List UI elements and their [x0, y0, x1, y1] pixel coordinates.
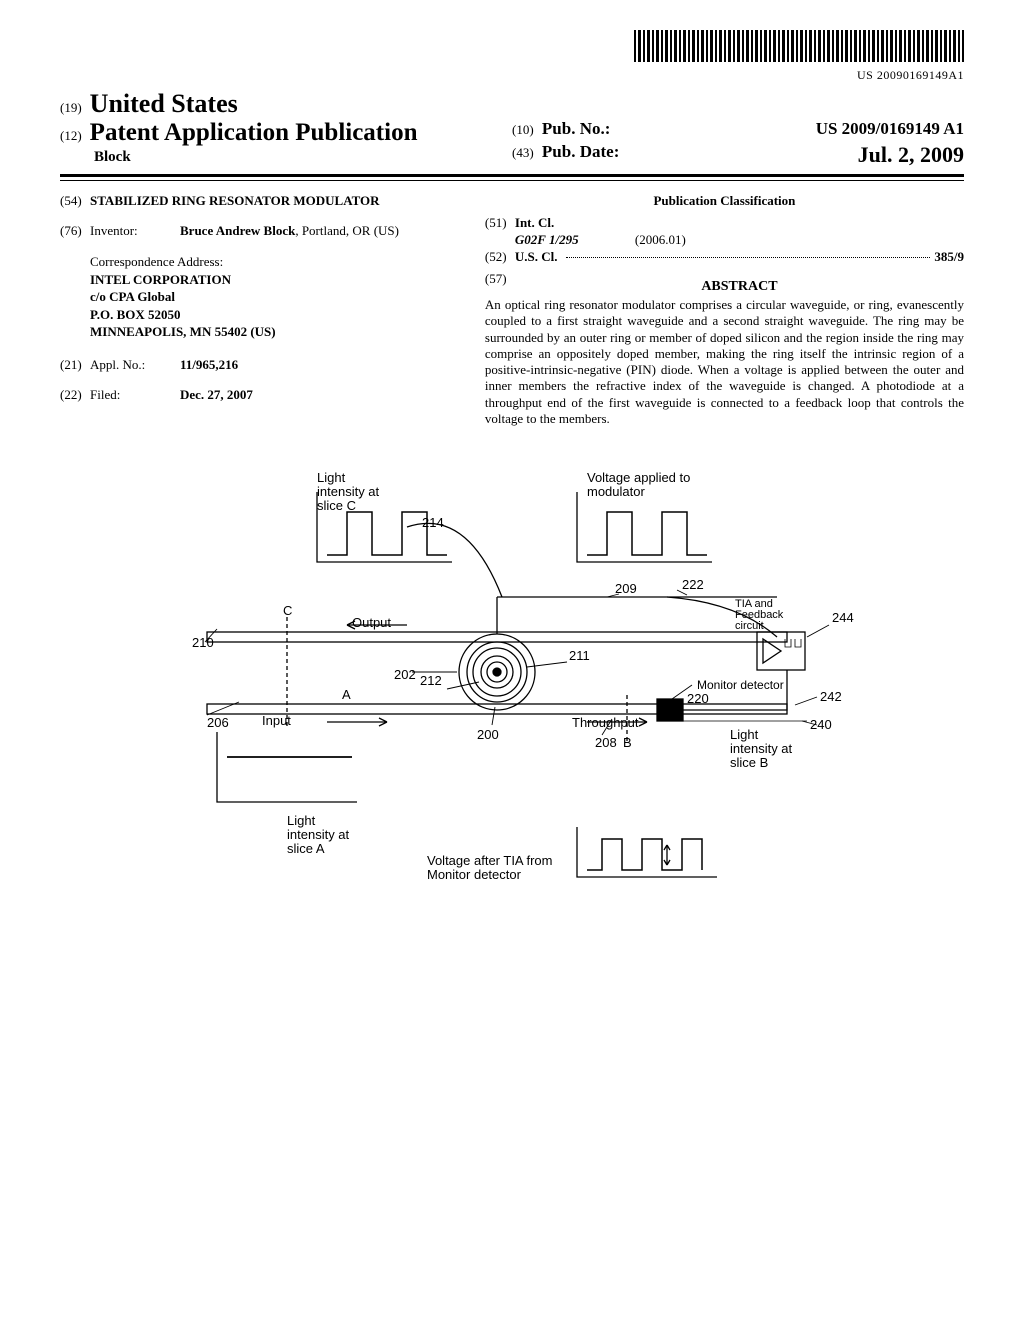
barcode-number: US 20090169149A1 — [60, 68, 964, 83]
refnum-214: 214 — [422, 515, 444, 530]
refnum-240: 240 — [810, 717, 832, 732]
intcl-label: Int. Cl. — [515, 215, 570, 231]
title-row: (54) STABILIZED RING RESONATOR MODULATOR — [60, 193, 449, 209]
appl-row: (21) Appl. No.: 11/965,216 — [60, 357, 449, 373]
uscl-val: 385/9 — [934, 249, 964, 265]
prefix-10: (10) — [512, 122, 534, 137]
dots — [566, 257, 931, 258]
abstract-body: An optical ring resonator modulator comp… — [485, 297, 964, 427]
inventor-surname: Block — [94, 149, 494, 166]
uscl-num: (52) — [485, 249, 515, 265]
appl-num: (21) — [60, 357, 90, 373]
refnum-200: 200 — [477, 727, 499, 742]
refnum-202: 202 — [394, 667, 416, 682]
fig-label-throughput: Throughput — [572, 715, 639, 730]
abstract-num: (57) — [485, 271, 515, 297]
uscl-label: U.S. Cl. — [515, 249, 558, 265]
barcode-area: US 20090169149A1 — [60, 30, 964, 83]
fig-label-monitor-detector: Monitor detector — [697, 678, 784, 692]
refnum-206: 206 — [207, 715, 229, 730]
inventor-name-bold: Bruce Andrew Block — [180, 223, 295, 238]
refnum-208: 208 — [595, 735, 617, 750]
header-rule-thick — [60, 174, 964, 177]
appl-label: Appl. No.: — [90, 357, 180, 373]
prefix-12: (12) — [60, 128, 82, 143]
filed-val: Dec. 27, 2007 — [180, 387, 449, 403]
refnum-220: 220 — [687, 691, 709, 706]
inventor-label: Inventor: — [90, 223, 180, 239]
pub-type: Patent Application Publication — [90, 119, 418, 146]
filed-row: (22) Filed: Dec. 27, 2007 — [60, 387, 449, 403]
inventor-num: (76) — [60, 223, 90, 239]
country: United States — [90, 89, 238, 118]
intcl-code-row: G02F 1/295 (2006.01) — [485, 232, 964, 248]
fig-label-A: A — [342, 687, 351, 702]
fig-label-input: Input — [262, 713, 291, 728]
fig-label-B: B — [623, 735, 632, 750]
refnum-242: 242 — [820, 689, 842, 704]
fig-label-voltage-tia: Voltage after TIA fromMonitor detector — [427, 853, 553, 882]
prefix-19: (19) — [60, 100, 82, 115]
inventor-row: (76) Inventor: Bruce Andrew Block, Portl… — [60, 223, 449, 239]
filed-label: Filed: — [90, 387, 180, 403]
refnum-211: 211 — [569, 648, 590, 663]
fig-label-light-c: Lightintensity atslice C — [317, 470, 380, 513]
corr-line-2: P.O. BOX 52050 — [90, 306, 449, 324]
refnum-244: 244 — [832, 610, 854, 625]
pub-date-label: Pub. Date: — [542, 142, 619, 161]
inventor-rest: , Portland, OR (US) — [295, 223, 399, 238]
fig-label-output: Output — [352, 615, 391, 630]
prefix-43: (43) — [512, 145, 534, 160]
fig-label-light-a: Lightintensity atslice A — [287, 813, 350, 856]
corr-line-3: MINNEAPOLIS, MN 55402 (US) — [90, 323, 449, 341]
fig-label-voltage-applied: Voltage applied tomodulator — [587, 470, 690, 499]
pubclass-head: Publication Classification — [485, 193, 964, 209]
fig-label-C: C — [283, 603, 292, 618]
barcode — [634, 30, 964, 62]
refnum-210: 210 — [192, 635, 214, 650]
inventor-val: Bruce Andrew Block, Portland, OR (US) — [180, 223, 449, 239]
pub-date: Jul. 2, 2009 — [858, 142, 964, 168]
corr-line-1: c/o CPA Global — [90, 288, 449, 306]
corr-label: Correspondence Address: — [90, 253, 449, 271]
correspondence-block: Correspondence Address: INTEL CORPORATIO… — [90, 253, 449, 341]
refnum-209: 209 — [615, 581, 637, 596]
figure: Lightintensity atslice C Voltage applied… — [60, 467, 964, 932]
appl-val: 11/965,216 — [180, 357, 449, 373]
filed-num: (22) — [60, 387, 90, 403]
fig-label-tia-feedback: TIA andFeedbackcircuit — [735, 598, 784, 632]
title-num: (54) — [60, 193, 90, 209]
intcl-code: G02F 1/295 — [515, 232, 635, 248]
intcl-row: (51) Int. Cl. — [485, 215, 964, 231]
fig-label-light-b: Lightintensity atslice B — [730, 727, 793, 770]
intcl-date: (2006.01) — [635, 232, 686, 248]
header-rule-thin — [60, 180, 964, 181]
intcl-num: (51) — [485, 215, 515, 231]
title: STABILIZED RING RESONATOR MODULATOR — [90, 193, 449, 209]
abstract-head: ABSTRACT — [515, 279, 964, 295]
corr-line-0: INTEL CORPORATION — [90, 271, 449, 289]
refnum-222: 222 — [682, 577, 704, 592]
pub-no-label: Pub. No.: — [542, 119, 610, 138]
pub-no: US 2009/0169149 A1 — [816, 119, 964, 139]
uscl-row: (52) U.S. Cl. 385/9 — [485, 249, 964, 265]
refnum-212: 212 — [420, 673, 442, 688]
